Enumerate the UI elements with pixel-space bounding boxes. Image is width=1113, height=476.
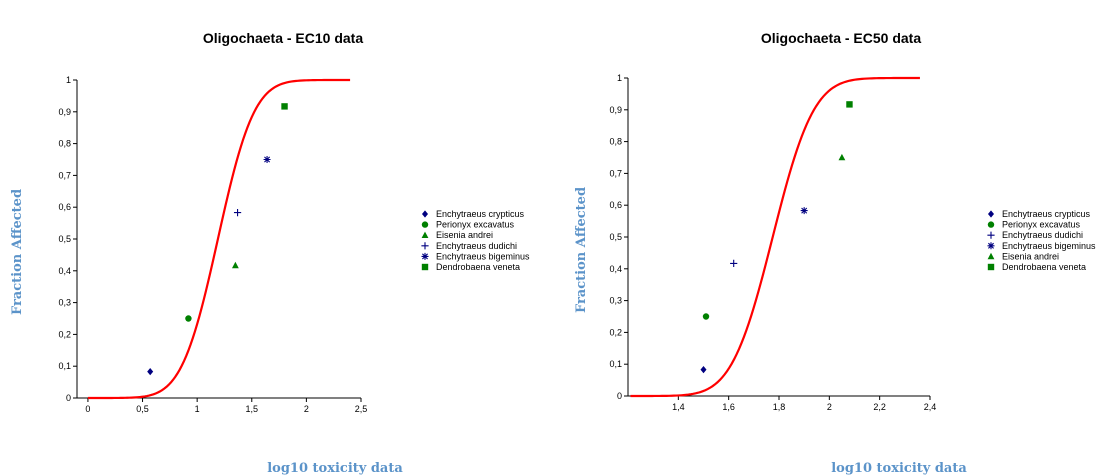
point-dendrobaena-veneta [281,103,288,110]
y-tick-label: 0,6 [58,202,71,212]
y-tick-label: 0 [617,391,622,401]
y-tick-label: 0,1 [609,359,622,369]
y-tick-label: 0,5 [58,234,71,244]
fitted-curve [87,78,351,400]
point-enchytraeus-crypticus [700,366,707,374]
legend-marker-enchytraeus-dudichi [421,242,429,250]
legend-label-enchytraeus-crypticus: Enchytraeus crypticus [1002,209,1091,219]
legend-marker-dendrobaena-veneta [421,263,429,271]
x-tick-label: 2 [827,402,832,412]
point-perionyx-excavatus [185,315,192,322]
x-tick-label: 1,5 [246,404,259,414]
y-tick-label: 0,2 [58,329,71,339]
y-tick-label: 0,7 [609,168,622,178]
y-tick-label: 0,7 [58,170,71,180]
x-axis-title: log10 toxicity data [831,461,967,476]
data-points [147,103,288,376]
legend-label-enchytraeus-bigeminus: Enchytraeus bigeminus [1002,241,1096,251]
y-tick-label: 0,3 [609,296,622,306]
y-tick-label: 0,4 [58,266,71,276]
y-tick-label: 1 [617,73,622,83]
point-enchytraeus-bigeminus [800,207,808,215]
legend-label-enchytraeus-dudichi: Enchytraeus dudichi [1002,230,1083,240]
fitted-curve [630,76,920,398]
chart-title: Oligochaeta - EC10 data [203,30,363,46]
point-enchytraeus-bigeminus [263,156,271,163]
point-eisenia-andrei [231,261,239,269]
legend-marker-enchytraeus-crypticus [988,210,994,218]
y-tick-label: 0,2 [609,327,622,337]
chart-panel-ec50: Oligochaeta - EC50 data 0 0,1 0,2 0,3 0,4 0,5 0… [557,0,1113,476]
legend-marker-eisenia-andrei [987,252,995,260]
y-tick-label: 0,9 [58,107,71,117]
x-tick-label: 0 [85,404,90,414]
x-tick-label: 1,6 [722,402,735,412]
x-tick-label: 2,2 [873,402,886,412]
x-tick-label: 0,5 [136,404,149,414]
point-enchytraeus-dudichi [233,209,242,217]
legend-label-enchytraeus-dudichi: Enchytraeus dudichi [436,241,517,251]
y-tick-label: 0,3 [58,298,71,308]
x-tick-label: 2 [304,404,309,414]
legend-label-dendrobaena-veneta: Dendrobaena veneta [1002,262,1086,272]
y-tick-label: 1 [66,75,71,85]
x-tick-label: 2,5 [355,404,368,414]
x-tick-label: 2,4 [924,402,937,412]
ec10-chart: Oligochaeta - EC10 data00,10,20,30,40,50… [10,30,530,476]
legend-label-enchytraeus-bigeminus: Enchytraeus bigeminus [436,251,530,261]
x-axis-title: log10 toxicity data [267,461,403,476]
y-axis-title: Fraction Affected [10,189,25,315]
point-perionyx-excavatus [702,313,710,320]
y-tick-label: 0,6 [609,200,622,210]
chart-panel-ec10: Oligochaeta - EC10 data 0 0,1 0,2 0,3 0,4 0,5 0… [0,0,556,476]
legend-label-eisenia-andrei: Eisenia andrei [1002,251,1059,261]
legend-label-perionyx-excavatus: Perionyx excavatus [436,220,515,230]
y-tick-label: 0,4 [609,264,622,274]
chart-title: Oligochaeta - EC50 data [761,30,921,46]
y-tick-label: 0,9 [609,105,622,115]
legend-marker-enchytraeus-bigeminus [987,242,995,250]
legend-label-enchytraeus-crypticus: Enchytraeus crypticus [436,209,525,219]
y-tick-label: 0,8 [609,137,622,147]
legend-label-eisenia-andrei: Eisenia andrei [436,230,493,240]
y-axis-title: Fraction Affected [574,187,589,313]
legend-label-perionyx-excavatus: Perionyx excavatus [1002,220,1081,230]
y-tick-label: 0,8 [58,139,71,149]
y-tick-label: 0,5 [609,232,622,242]
x-tick-label: 1 [195,404,200,414]
legend-marker-enchytraeus-dudichi [987,231,995,239]
axes: 0 0,1 0,2 0,3 0,4 0,5 0,6 0,7 0,8 0,9 1 0 0,5 1 1,5 2 2,… [58,75,367,414]
y-tick-label: 0 [66,393,71,403]
data-points [700,101,853,374]
ec50-chart: Oligochaeta - EC50 data00,10,20,30,40,50… [574,30,1096,476]
legend-marker-enchytraeus-bigeminus [421,252,429,260]
legend-marker-enchytraeus-crypticus [422,210,428,218]
y-tick-label: 0,1 [58,361,71,371]
x-tick-label: 1,4 [672,402,685,412]
legend-marker-dendrobaena-veneta [987,263,995,271]
point-eisenia-andrei [838,153,846,161]
legend-label-dendrobaena-veneta: Dendrobaena veneta [436,262,520,272]
point-enchytraeus-dudichi [730,259,738,267]
point-dendrobaena-veneta [846,101,853,108]
legend-marker-perionyx-excavatus [421,221,429,228]
point-enchytraeus-crypticus [147,368,154,376]
legend-marker-perionyx-excavatus [987,221,995,228]
x-tick-label: 1,8 [773,402,786,412]
axes: 0 0,1 0,2 0,3 0,4 0,5 0,6 0,7 0,8 0,9 1 1,4 1,6 1,8 2 2… [609,73,936,412]
legend-marker-eisenia-andrei [421,231,429,238]
